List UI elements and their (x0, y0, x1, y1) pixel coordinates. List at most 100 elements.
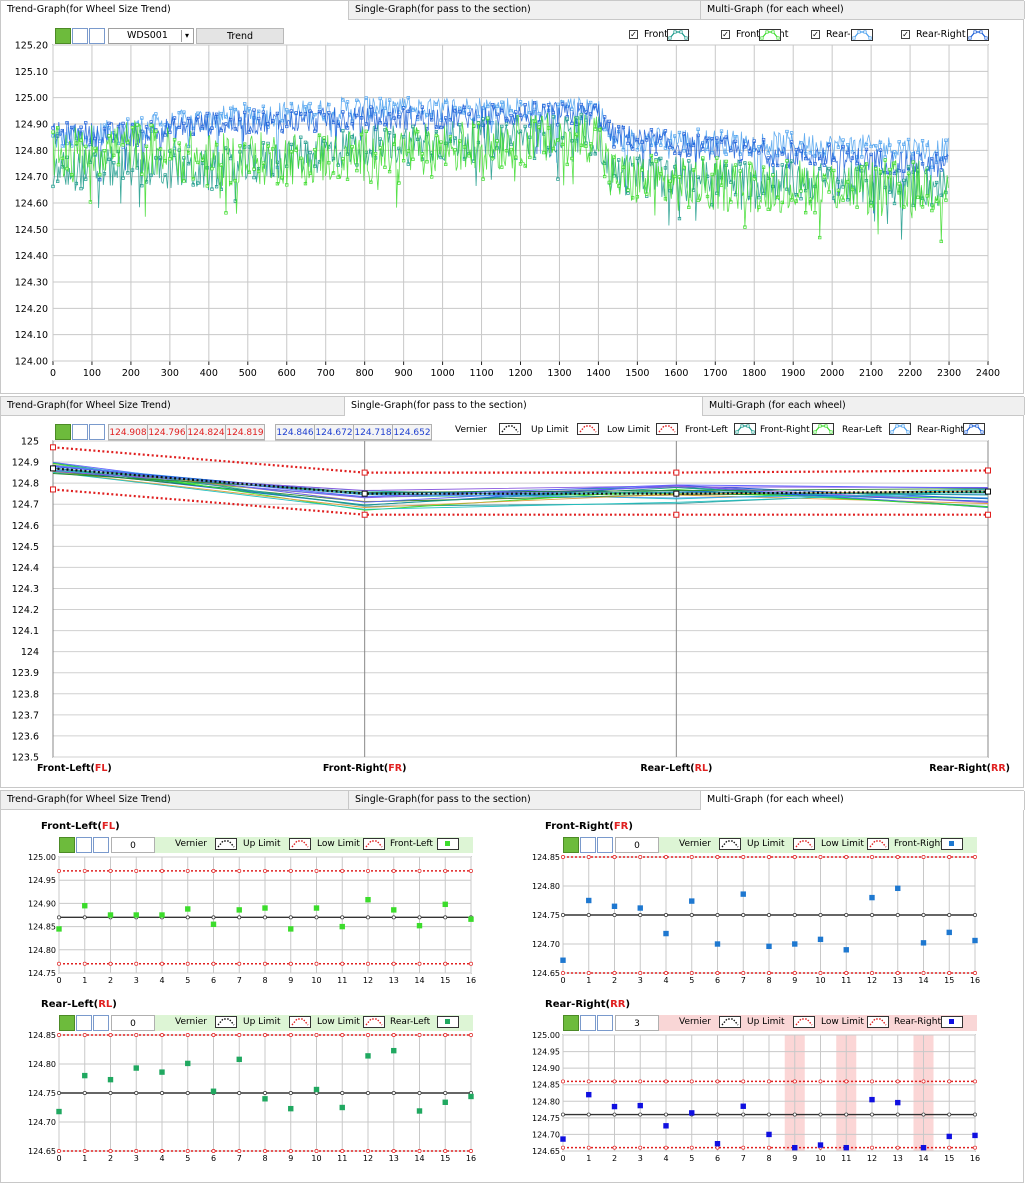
tab-multi-graph[interactable]: Multi-Graph (for each wheel) (701, 1, 1025, 19)
tab-single-graph[interactable]: Single-Graph(for pass to the section) (349, 1, 701, 19)
data-point (843, 1144, 849, 1151)
single-tabbar: Trend-Graph(for Wheel Size Trend) Single… (1, 397, 1025, 416)
limit-marker (818, 855, 823, 859)
data-point (714, 941, 721, 947)
multi-plot: 0 1 2 3 4 5 6 7 8 9 10 11 12 13 14 15 16125.00124.95124.… (28, 853, 476, 985)
data-point (313, 1086, 320, 1093)
multi-legend-label: Up Limit (747, 1017, 785, 1027)
y-tick-label: 124.80 (15, 146, 48, 157)
limit-marker (366, 915, 370, 920)
y-tick-label: 124.80 (28, 1060, 56, 1069)
limit-marker (947, 971, 952, 975)
limit-marker (767, 913, 771, 917)
data-point (107, 1076, 114, 1083)
limit-marker (870, 1112, 874, 1117)
data-point (339, 923, 345, 930)
multi-legend-swatch (437, 1016, 459, 1028)
zoom-tool-button[interactable] (72, 424, 88, 440)
zoom-tool-button[interactable] (580, 837, 596, 853)
y-tick-label: 124.00 (15, 357, 48, 368)
pan-tool-button[interactable] (597, 837, 613, 853)
single-marker (361, 490, 368, 497)
limit-marker (443, 1033, 448, 1037)
vernier-count-field[interactable]: 0 (615, 837, 659, 853)
limit-marker (561, 971, 565, 975)
tab-single-graph[interactable]: Single-Graph(for pass to the section) (345, 397, 703, 416)
multi-legend-label: Vernier (175, 839, 207, 849)
single-marker (50, 465, 56, 472)
limit-marker (947, 1112, 952, 1117)
single-vernier-line (52, 467, 989, 495)
y-tick-label: 124.7 (12, 500, 39, 511)
crosshair-tool-button[interactable] (563, 1015, 579, 1031)
limit-marker (664, 1112, 668, 1117)
limit-marker (792, 913, 797, 917)
limit-marker (689, 1145, 694, 1150)
pan-tool-button[interactable] (93, 837, 109, 853)
limit-marker (391, 868, 396, 873)
limit-marker (973, 1112, 977, 1117)
x-tick-label: 2400 (976, 368, 1000, 379)
zoom-tool-button[interactable] (76, 837, 92, 853)
legend-checkbox[interactable]: ✓ (901, 30, 910, 39)
limit-marker (818, 1112, 823, 1117)
tab-trend-graph[interactable]: Trend-Graph(for Wheel Size Trend) (1, 397, 345, 415)
legend-checkbox[interactable]: ✓ (629, 30, 638, 39)
multi-title-abbr: FL (101, 821, 116, 832)
legend-checkbox[interactable]: ✓ (811, 30, 820, 39)
vernier-count-field[interactable]: 0 (111, 837, 155, 853)
sensor-select[interactable]: WDS001 ▾ (108, 28, 194, 44)
multi-legend-swatch (719, 838, 741, 850)
x-tick-label: 15 (440, 976, 450, 985)
limit-marker (612, 1112, 617, 1117)
data-point (792, 941, 798, 947)
multi-legend-label: Low Limit (317, 839, 360, 849)
multi-legend-swatch (289, 1016, 311, 1028)
x-tick-label: 7 (237, 976, 242, 985)
tab-single-graph[interactable]: Single-Graph(for pass to the section) (349, 791, 701, 809)
multi-chart-title: Front-Right(FR) (545, 821, 633, 832)
legend-label: Rear-Left (826, 29, 869, 40)
trend-button[interactable]: Trend (196, 28, 284, 44)
tab-multi-graph[interactable]: Multi-Graph (for each wheel) (703, 397, 1025, 415)
vernier-count-field[interactable]: 0 (111, 1015, 155, 1031)
multi-legend-label: Vernier (679, 1017, 711, 1027)
legend-checkbox[interactable]: ✓ (721, 30, 730, 39)
pan-tool-button[interactable] (93, 1015, 109, 1031)
multi-chart-title: Rear-Left(RL) (41, 999, 117, 1010)
tab-trend-graph[interactable]: Trend-Graph(for Wheel Size Trend) (1, 791, 349, 809)
x-tick-label: 1800 (742, 368, 766, 379)
limit-marker (108, 1033, 113, 1037)
category-label: Rear-Right(RR) (929, 763, 1010, 774)
limit-marker (340, 1033, 345, 1037)
pan-tool-button[interactable] (89, 28, 105, 44)
zoom-tool-button[interactable] (580, 1015, 596, 1031)
limit-marker (417, 868, 422, 873)
x-tick-label: 14 (414, 976, 424, 985)
crosshair-tool-button[interactable] (55, 28, 71, 44)
zoom-tool-button[interactable] (72, 28, 88, 44)
y-tick-label: 124.70 (15, 172, 48, 183)
zoom-tool-button[interactable] (76, 1015, 92, 1031)
x-tick-label: 2 (108, 976, 113, 985)
sensor-select-value: WDS001 (127, 30, 168, 41)
limit-marker (612, 971, 617, 975)
limit-marker (818, 1079, 823, 1084)
pan-tool-button[interactable] (89, 424, 105, 440)
vernier-count-field[interactable]: 3 (615, 1015, 659, 1031)
fl-value-cell: 124.824 (186, 424, 226, 440)
x-tick-label: 11 (337, 976, 347, 985)
x-tick-label: 600 (278, 368, 296, 379)
y-tick-label: 124.65 (532, 969, 560, 978)
multi-chart-rr: Rear-Right(RR) 3 Vernier Up Limit Low Limit R… (529, 995, 989, 1173)
tab-trend-graph[interactable]: Trend-Graph(for Wheel Size Trend) (1, 1, 349, 20)
y-tick-label: 124.70 (532, 1130, 560, 1139)
y-tick-label: 124.85 (532, 853, 560, 862)
crosshair-tool-button[interactable] (59, 837, 75, 853)
crosshair-tool-button[interactable] (59, 1015, 75, 1031)
limit-marker (185, 961, 190, 966)
crosshair-tool-button[interactable] (563, 837, 579, 853)
pan-tool-button[interactable] (597, 1015, 613, 1031)
crosshair-tool-button[interactable] (55, 424, 71, 440)
tab-multi-graph[interactable]: Multi-Graph (for each wheel) (701, 791, 1025, 810)
